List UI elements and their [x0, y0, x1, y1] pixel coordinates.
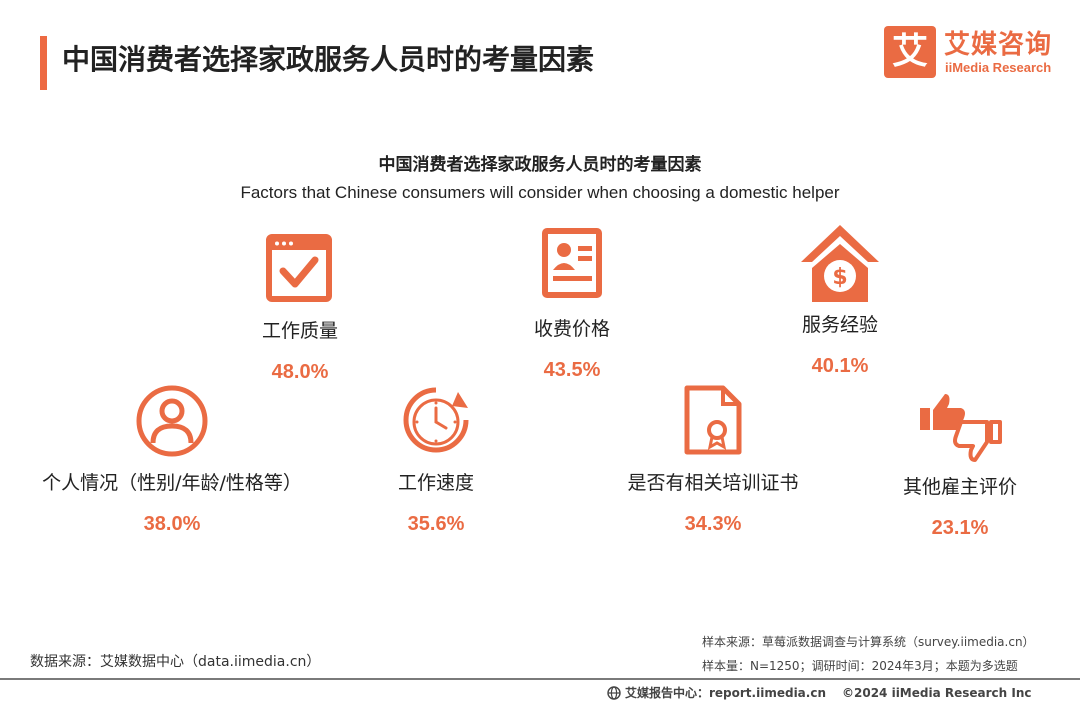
factor-label: 收费价格	[533, 318, 610, 340]
copyright: ©2024 iiMedia Research Inc	[842, 686, 1032, 700]
report-center-link[interactable]: 艾媒报告中心：report.iimedia.cn	[625, 686, 826, 700]
factor-value: 23.1%	[931, 517, 989, 539]
checkbox-window-icon	[266, 234, 332, 302]
svg-text:$: $	[832, 265, 847, 290]
factor-label: 工作速度	[397, 472, 474, 494]
factor-value: 35.6%	[407, 513, 465, 535]
footer-bar: 艾媒报告中心：report.iimedia.cn ©2024 iiMedia Re…	[607, 684, 1032, 701]
factor-item-certificate: 是否有相关培训证书 34.3%	[553, 384, 873, 536]
globe-icon	[607, 686, 621, 700]
data-source: 数据来源：艾媒数据中心（data.iimedia.cn）	[30, 654, 321, 670]
title-accent-bar	[40, 36, 47, 90]
factor-item-speed: 工作速度 35.6%	[276, 384, 596, 536]
clock-icon	[403, 387, 469, 453]
factor-label: 其他雇主评价	[902, 476, 1017, 498]
chart-title: 中国消费者选择家政服务人员时的考量因素	[378, 155, 702, 175]
page-title: 中国消费者选择家政服务人员时的考量因素	[62, 43, 595, 76]
factor-item-work-quality: 工作质量 48.0%	[140, 234, 460, 384]
factor-value: 38.0%	[143, 513, 201, 535]
logo-mark: 艾	[884, 26, 936, 78]
factor-value: 43.5%	[543, 359, 601, 381]
factor-item-price: 收费价格 43.5%	[412, 228, 732, 382]
factor-value: 48.0%	[271, 361, 329, 383]
certificate-icon	[684, 385, 742, 455]
house-dollar-icon: $	[801, 225, 879, 302]
factor-item-experience: $ 服务经验 40.1%	[680, 222, 1000, 378]
factor-item-employer-reviews: 其他雇主评价 23.1%	[800, 388, 1080, 540]
footer-divider	[0, 678, 1080, 680]
factor-label: 个人情况（性别/年龄/性格等）	[42, 472, 302, 494]
factor-item-personal: 个人情况（性别/年龄/性格等） 38.0%	[12, 384, 332, 536]
factor-label: 是否有相关培训证书	[627, 472, 799, 494]
id-card-icon	[542, 228, 602, 298]
factor-value: 40.1%	[811, 355, 869, 377]
sample-info: 样本量：N=1250；调研时间：2024年3月；本题为多选题	[702, 659, 1018, 673]
factor-value: 34.3%	[684, 513, 742, 535]
logo-text-en: iiMedia Research	[945, 60, 1052, 75]
factor-label: 工作质量	[261, 320, 338, 342]
thumbs-up-down-icon	[920, 394, 1002, 462]
sample-source: 样本来源：草莓派数据调查与计算系统（survey.iimedia.cn）	[702, 635, 1035, 649]
chart-subtitle: Factors that Chinese consumers will cons…	[240, 183, 840, 202]
person-icon	[136, 385, 208, 457]
factor-label: 服务经验	[801, 314, 878, 336]
iimedia-logo: 艾 艾媒咨询 iiMedia Research	[884, 24, 1064, 80]
logo-text-cn: 艾媒咨询	[944, 30, 1053, 60]
